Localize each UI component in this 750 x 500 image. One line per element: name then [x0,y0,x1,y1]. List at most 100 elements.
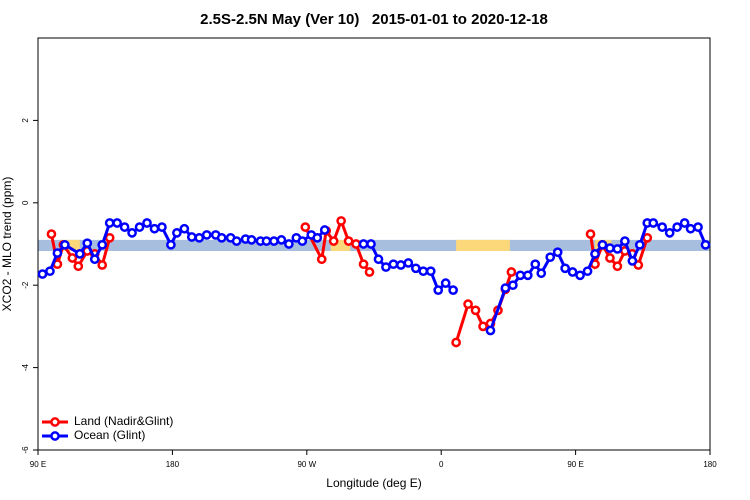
x-tick-label: 90 E [567,460,583,469]
series-point [45,266,55,277]
series-point [73,261,84,272]
series-point [216,232,227,243]
series-point [300,222,311,232]
series-point [478,321,488,332]
x-tick-label: 0 [439,460,444,469]
series-point [343,236,354,246]
series-point [634,239,645,250]
series-point [500,283,511,293]
series-point [440,278,451,288]
series-point [515,270,526,281]
legend-marker [50,417,60,427]
y-tick-label: -6 [21,446,30,454]
x-tick-label: 180 [703,460,717,469]
series-point [312,232,323,243]
series-point [297,236,308,246]
series-point [700,239,711,250]
series-point [612,244,623,254]
series-point [336,216,346,226]
series-point [74,249,85,259]
series-point [328,236,339,246]
y-tick-label: 0 [21,200,30,205]
series-point [470,305,481,316]
series-point [351,239,361,249]
series-point [149,223,160,234]
series-point [396,260,406,270]
series-point [246,235,257,245]
series-point [418,266,429,277]
series-point [104,232,115,243]
x-axis-label: Longitude (deg E) [326,476,421,490]
series-point [82,238,93,249]
series-point [605,253,615,263]
legend-marker [50,431,60,441]
y-tick-label: -4 [21,363,30,371]
series-point [657,222,668,232]
band-highlight [456,239,510,252]
band-highlight [60,239,80,252]
series-point [316,254,327,265]
series-point [172,228,182,238]
series-point [597,239,608,250]
series-point [627,256,638,266]
legend-label: Land (Nadir&Glint) [74,414,173,428]
y-tick-label: 2 [21,118,30,123]
series-point [89,254,100,265]
series-point [134,222,145,232]
series-point [157,222,167,232]
series-point [552,247,563,258]
y-tick-label: -2 [21,281,30,289]
series-point [373,254,384,265]
series-point [52,248,63,258]
series-point [567,267,578,277]
series-point [276,235,287,245]
series-point [60,239,70,250]
series-point [585,229,596,239]
series-point [364,267,375,277]
x-tick-label: 90 E [30,460,46,469]
series-point [112,218,122,228]
series-point [590,249,600,259]
series-point [648,218,659,228]
series-point [451,337,461,348]
series-point [433,285,444,295]
series-point [693,222,703,232]
series-point [142,218,152,228]
series-point [194,232,205,243]
series-point [166,239,176,250]
y-axis-label: XCO2 - MLO trend (ppm) [0,177,14,312]
series-point [672,222,682,232]
series-point [358,259,369,270]
series-point [119,222,130,232]
series-point [46,229,57,239]
series-point [679,218,690,228]
series-point [605,243,615,253]
legend-label: Ocean (Glint) [74,428,145,442]
series-point [186,232,197,242]
series-point [448,285,458,295]
series-point [67,253,78,263]
series-point [410,263,421,274]
series-point [231,236,242,246]
series-point [620,236,630,246]
series-point [319,225,330,235]
series-point [127,228,137,238]
series-point [366,239,376,249]
series-point [388,259,399,270]
series-point [522,270,533,281]
series-point [104,218,115,228]
series-point [358,239,369,249]
series-point [97,260,108,270]
series-point [536,268,547,279]
series-point [269,236,279,246]
series-point [545,252,556,263]
series-point [37,269,48,279]
series-point [425,266,436,277]
series-point [201,230,212,240]
x-tick-label: 180 [166,460,180,469]
series-point [575,270,585,281]
series-point [506,267,517,277]
x-tick-label: 90 W [297,460,316,469]
series-point [463,299,473,310]
